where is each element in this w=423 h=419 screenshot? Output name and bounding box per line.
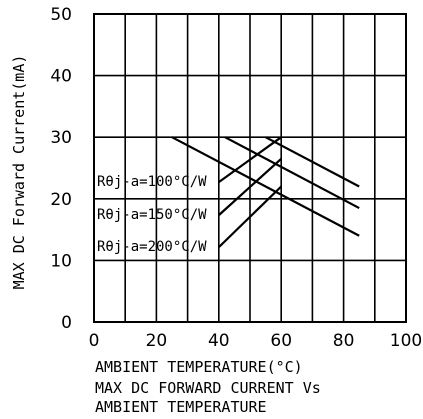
y-tick-label: 0 [61, 313, 72, 333]
x-tick-label: 60 [270, 331, 292, 351]
annotation-label-3: Rθj-a=200°C/W [97, 239, 207, 255]
x-tick-label: 0 [89, 331, 100, 351]
caption-line-2: AMBIENT TEMPERATURE [95, 398, 267, 416]
x-tick-label: 100 [390, 331, 422, 351]
annotation-label-1: Rθj-a=100°C/W [97, 174, 207, 190]
series-line-2 [224, 136, 360, 210]
series-lines [171, 136, 360, 237]
annotations: Rθj-a=100°C/W Rθj-a=150°C/W Rθj-a=200°C/W [97, 136, 282, 255]
grid [94, 14, 406, 322]
x-tick-label: 20 [146, 331, 168, 351]
x-axis-label: AMBIENT TEMPERATURE(°C) [95, 358, 303, 376]
y-tick-label: 50 [50, 5, 72, 25]
y-tick-label: 30 [50, 128, 72, 148]
annotation-leader-2 [218, 157, 282, 216]
plot-frame [93, 13, 407, 323]
y-tick-label: 10 [50, 251, 72, 271]
y-tick-labels: 0 10 20 30 40 50 [50, 5, 72, 333]
x-tick-labels: 0 20 40 60 80 100 [89, 331, 423, 351]
y-tick-label: 40 [50, 67, 72, 87]
x-tick-label: 80 [333, 331, 355, 351]
annotation-label-2: Rθj-a=150°C/W [97, 207, 207, 223]
series-line-3 [265, 136, 360, 188]
x-tick-label: 40 [208, 331, 230, 351]
y-tick-label: 20 [50, 190, 72, 210]
series-line-1 [171, 136, 360, 237]
y-axis-label: MAX DC Forward Current(mA) [10, 55, 28, 290]
annotation-leader-1 [218, 136, 282, 183]
annotation-leader-3 [218, 185, 282, 248]
caption-line-1: MAX DC FORWARD CURRENT Vs [95, 379, 321, 397]
